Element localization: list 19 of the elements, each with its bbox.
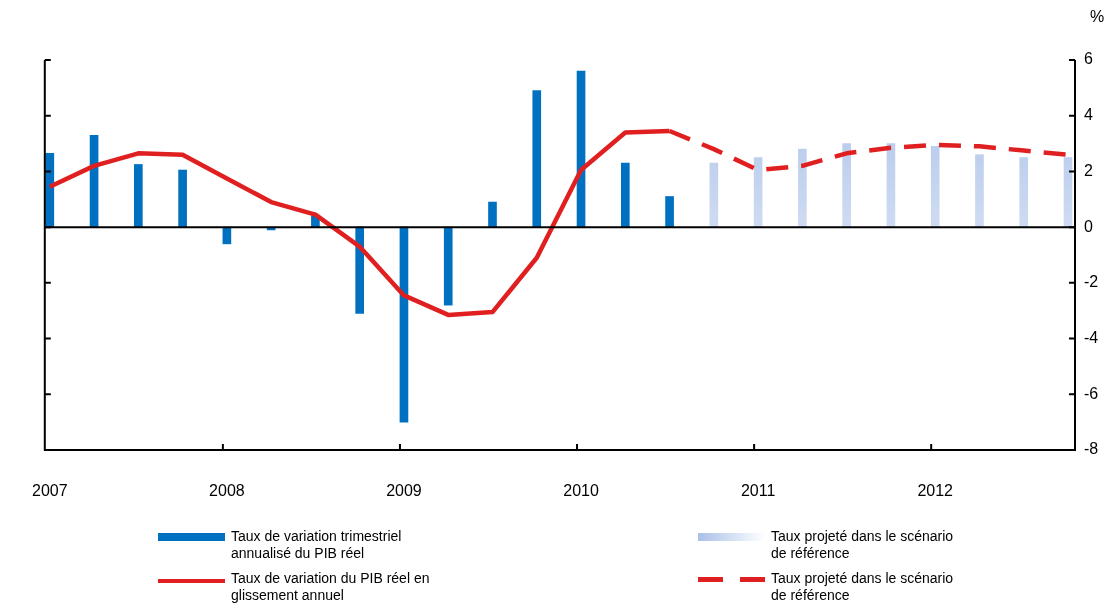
legend-label: Taux de variation du PIB réel en glissement annuel bbox=[231, 570, 431, 604]
x-tick-label: 2012 bbox=[917, 482, 954, 500]
y-tick-label: -2 bbox=[1084, 273, 1099, 291]
y-tick-label: -8 bbox=[1084, 440, 1099, 458]
x-tick-label: 2010 bbox=[563, 482, 599, 500]
x-tick-label: 2008 bbox=[209, 482, 245, 500]
y-tick-label: 4 bbox=[1084, 106, 1093, 124]
legend-label: Taux de variation trimestriel annualisé du PIB réel bbox=[231, 528, 403, 562]
legend-label: Taux projeté dans le scénario de référence bbox=[771, 570, 955, 604]
x-tick-label: 2009 bbox=[386, 482, 422, 500]
y-axis-title: % bbox=[1089, 8, 1105, 25]
y-tick-label: -4 bbox=[1084, 328, 1099, 346]
x-tick-label: 2007 bbox=[32, 482, 68, 500]
y-tick-label: 6 bbox=[1084, 50, 1093, 68]
y-tick-label: 2 bbox=[1084, 161, 1093, 179]
legend-label: Taux projeté dans le scénario de référence bbox=[771, 528, 955, 562]
y-tick-label: -6 bbox=[1084, 384, 1099, 402]
y-tick-label: 0 bbox=[1084, 217, 1093, 235]
x-tick-label: 2011 bbox=[740, 482, 776, 500]
